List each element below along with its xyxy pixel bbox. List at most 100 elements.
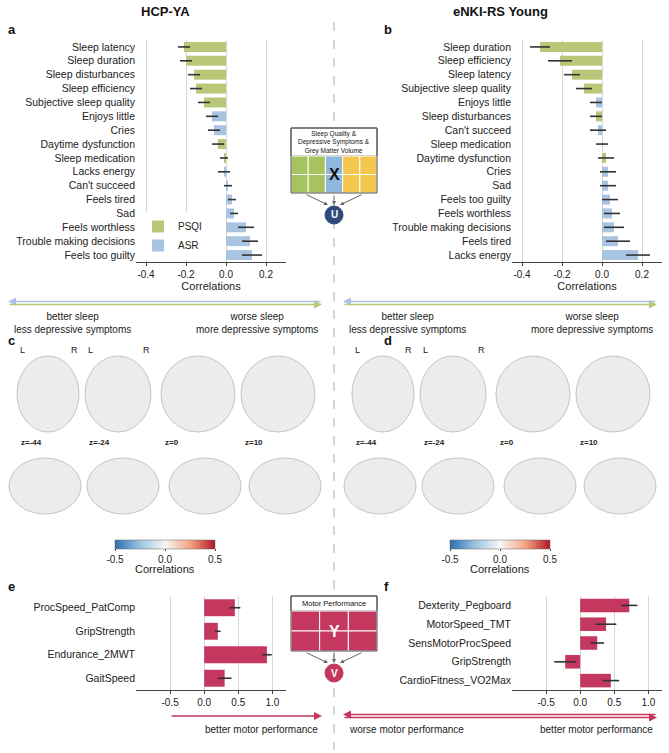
- svg-text:a: a: [8, 22, 16, 37]
- svg-text:Correlations: Correlations: [557, 280, 617, 292]
- svg-text:-0.4: -0.4: [513, 269, 531, 280]
- svg-text:SensMotorProcSpeed: SensMotorProcSpeed: [408, 637, 511, 649]
- svg-text:d: d: [384, 333, 392, 348]
- svg-text:Daytime dysfunction: Daytime dysfunction: [416, 152, 511, 164]
- svg-text:z=0: z=0: [165, 438, 179, 447]
- svg-text:Sleep duration: Sleep duration: [67, 54, 135, 66]
- svg-text:X: X: [329, 166, 340, 183]
- svg-text:Correlations: Correlations: [135, 563, 195, 575]
- svg-text:Feels too guilty: Feels too guilty: [440, 193, 511, 205]
- svg-text:better motor performance: better motor performance: [540, 724, 653, 735]
- svg-text:-0.5: -0.5: [161, 697, 179, 708]
- svg-text:ASR: ASR: [178, 240, 199, 251]
- svg-text:Sad: Sad: [116, 207, 135, 219]
- svg-text:c: c: [8, 333, 15, 348]
- svg-text:Sleep medication: Sleep medication: [430, 138, 511, 150]
- svg-text:-0.5: -0.5: [441, 554, 459, 565]
- svg-text:-0.2: -0.2: [177, 269, 195, 280]
- svg-text:U: U: [331, 209, 338, 220]
- svg-text:PSQI: PSQI: [178, 221, 202, 232]
- svg-text:L: L: [20, 345, 25, 355]
- svg-text:0.5: 0.5: [208, 554, 222, 565]
- svg-text:Sleep medication: Sleep medication: [54, 152, 135, 164]
- svg-text:better sleepless depressive sy: better sleepless depressive symptoms: [349, 311, 466, 335]
- svg-text:z=10: z=10: [245, 438, 263, 447]
- svg-text:Sleep latency: Sleep latency: [72, 41, 136, 53]
- svg-text:R: R: [405, 345, 412, 355]
- svg-text:GaitSpeed: GaitSpeed: [85, 672, 135, 684]
- svg-text:Feels tired: Feels tired: [462, 235, 511, 247]
- svg-text:Dexterity_Pegboard: Dexterity_Pegboard: [418, 599, 511, 611]
- svg-text:z=-44: z=-44: [21, 438, 42, 447]
- svg-text:R: R: [143, 345, 150, 355]
- svg-text:1.0: 1.0: [641, 697, 655, 708]
- svg-text:Daytime dysfunction: Daytime dysfunction: [40, 138, 135, 150]
- svg-text:-0.2: -0.2: [553, 269, 571, 280]
- svg-text:eNKI-RS Young: eNKI-RS Young: [453, 4, 548, 19]
- svg-text:Lacks energy: Lacks energy: [73, 165, 136, 177]
- svg-text:z=-44: z=-44: [356, 438, 377, 447]
- svg-text:Subjective sleep quality: Subjective sleep quality: [25, 96, 135, 108]
- svg-text:Feels too guilty: Feels too guilty: [64, 249, 135, 261]
- svg-text:R: R: [71, 345, 78, 355]
- svg-text:0.0: 0.0: [158, 554, 172, 565]
- svg-text:f: f: [384, 579, 389, 594]
- svg-text:Y: Y: [329, 623, 340, 640]
- svg-text:0.0: 0.0: [573, 697, 587, 708]
- svg-text:b: b: [384, 22, 392, 37]
- svg-text:-0.5: -0.5: [537, 697, 555, 708]
- svg-text:Subjective sleep quality: Subjective sleep quality: [401, 82, 511, 94]
- svg-text:Lacks energy: Lacks energy: [449, 249, 512, 261]
- svg-text:1.0: 1.0: [265, 697, 279, 708]
- svg-text:Feels tired: Feels tired: [86, 193, 135, 205]
- svg-text:z=-24: z=-24: [424, 438, 445, 447]
- svg-text:Sad: Sad: [492, 179, 511, 191]
- svg-text:L: L: [88, 345, 93, 355]
- svg-text:MotorSpeed_TMT: MotorSpeed_TMT: [426, 618, 511, 630]
- svg-text:Sleep efficiency: Sleep efficiency: [438, 54, 512, 66]
- svg-text:Sleep efficiency: Sleep efficiency: [62, 82, 136, 94]
- svg-text:Motor Performance: Motor Performance: [302, 599, 366, 608]
- svg-text:HCP-YA: HCP-YA: [141, 4, 190, 19]
- svg-text:Sleep latency: Sleep latency: [448, 68, 512, 80]
- svg-text:worse sleepmore depressive sym: worse sleepmore depressive symptoms: [531, 311, 653, 335]
- svg-text:GripStrength: GripStrength: [75, 625, 135, 637]
- svg-text:better sleepless depressive sy: better sleepless depressive symptoms: [14, 311, 131, 335]
- svg-text:0.0: 0.0: [595, 269, 609, 280]
- svg-text:Cries: Cries: [486, 165, 511, 177]
- svg-text:Sleep disturbances: Sleep disturbances: [422, 110, 511, 122]
- svg-text:GripStrength: GripStrength: [451, 655, 511, 667]
- svg-text:L: L: [423, 345, 428, 355]
- svg-text:z=-24: z=-24: [89, 438, 110, 447]
- svg-text:worse sleepmore depressive sym: worse sleepmore depressive symptoms: [196, 311, 318, 335]
- svg-text:L: L: [355, 345, 360, 355]
- svg-text:-0.4: -0.4: [137, 269, 155, 280]
- svg-text:worse motor performance: worse motor performance: [349, 724, 464, 735]
- svg-text:0.0: 0.0: [197, 697, 211, 708]
- svg-text:-0.5: -0.5: [106, 554, 124, 565]
- svg-text:R: R: [478, 345, 485, 355]
- svg-text:Can't succeed: Can't succeed: [69, 179, 135, 191]
- svg-text:0.5: 0.5: [607, 697, 621, 708]
- svg-text:Endurance_2MWT: Endurance_2MWT: [47, 648, 135, 660]
- svg-text:Sleep disturbances: Sleep disturbances: [46, 68, 135, 80]
- svg-text:Trouble making decisions: Trouble making decisions: [392, 221, 511, 233]
- svg-text:Cries: Cries: [110, 124, 135, 136]
- svg-text:Feels worthless: Feels worthless: [62, 221, 135, 233]
- svg-text:0.0: 0.0: [219, 269, 233, 280]
- svg-text:0.5: 0.5: [543, 554, 557, 565]
- svg-text:Correlations: Correlations: [181, 280, 241, 292]
- svg-text:V: V: [331, 668, 338, 679]
- svg-text:Correlations: Correlations: [470, 563, 530, 575]
- svg-text:0.5: 0.5: [231, 697, 245, 708]
- svg-text:e: e: [8, 579, 15, 594]
- svg-text:z=0: z=0: [500, 438, 514, 447]
- svg-text:Enjoys little: Enjoys little: [458, 96, 511, 108]
- svg-text:Can't succeed: Can't succeed: [445, 124, 511, 136]
- svg-text:z=10: z=10: [580, 438, 598, 447]
- svg-text:CardioFitness_VO2Max: CardioFitness_VO2Max: [400, 674, 512, 686]
- svg-text:Enjoys little: Enjoys little: [82, 110, 135, 122]
- svg-text:0.0: 0.0: [493, 554, 507, 565]
- svg-text:0.2: 0.2: [259, 269, 273, 280]
- svg-text:Feels worthless: Feels worthless: [438, 207, 511, 219]
